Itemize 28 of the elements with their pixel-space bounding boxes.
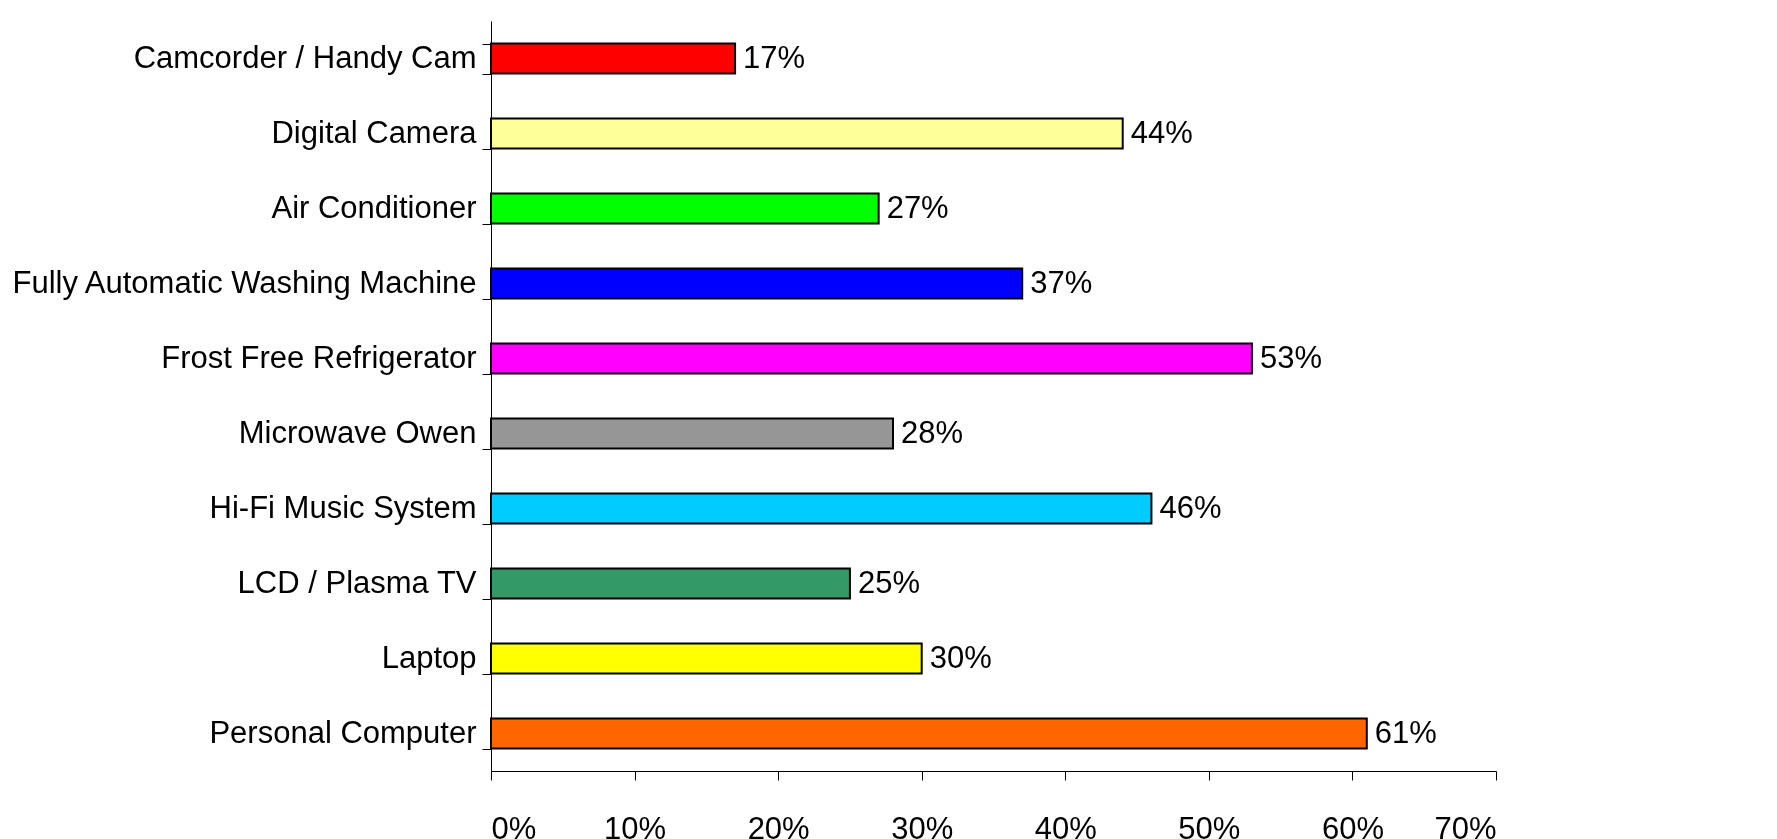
y-tick-label: Digital Camera [271, 115, 478, 150]
y-tick-label: Air Conditioner [271, 190, 477, 225]
data-label: 25% [857, 564, 920, 600]
y-tick-label: Camcorder / Handy Cam [133, 40, 477, 75]
y-tick-label: Frost Free Refrigerator [161, 340, 477, 375]
x-tick-label: 70% [1434, 810, 1497, 839]
x-tick-label: 50% [1178, 810, 1241, 839]
x-tick-label: 0% [491, 810, 537, 839]
y-tick-label: Fully Automatic Washing Machine [12, 265, 477, 300]
data-label: 46% [1159, 489, 1222, 525]
x-tick-label: 30% [891, 810, 954, 839]
data-label: 30% [929, 639, 992, 675]
data-label: 37% [1030, 264, 1093, 300]
y-tick-label: Microwave Owen [238, 415, 477, 450]
y-tick-label: Hi-Fi Music System [209, 490, 477, 525]
data-label: 28% [901, 414, 964, 450]
y-tick-label: Laptop [381, 640, 477, 675]
data-label: 53% [1259, 339, 1322, 375]
data-label: 17% [743, 39, 806, 75]
x-tick-label: 60% [1321, 810, 1384, 839]
x-tick-label: 40% [1034, 810, 1097, 839]
data-label: 27% [886, 189, 949, 225]
y-tick-label: LCD / Plasma TV [237, 565, 477, 600]
data-label: 61% [1374, 714, 1437, 750]
x-tick-label: 20% [747, 810, 810, 839]
data-label: 44% [1130, 114, 1193, 150]
y-tick-label: Personal Computer [209, 715, 477, 750]
x-tick-label: 10% [604, 810, 667, 839]
